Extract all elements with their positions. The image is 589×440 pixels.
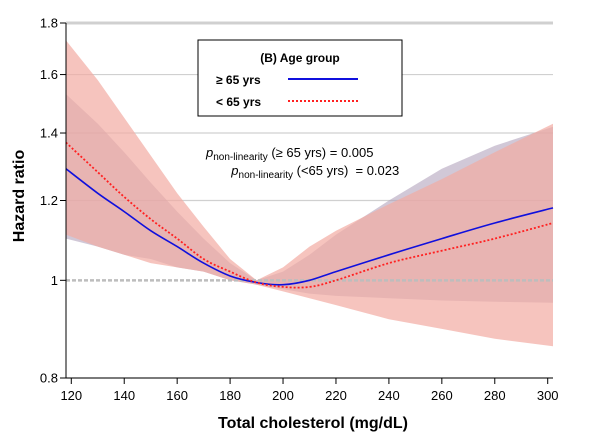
legend: (B) Age group ≥ 65 yrs < 65 yrs [197, 39, 403, 117]
x-tick-label: 160 [166, 388, 188, 403]
p-value-lt65: pnon-linearity (<65 yrs) = 0.023 [206, 163, 417, 181]
y-tick-label: 1.4 [40, 126, 58, 141]
legend-label-lt65: < 65 yrs [216, 95, 261, 109]
legend-title: (B) Age group [260, 51, 340, 65]
y-ticks: 0.8 1 1.2 1.4 1.6 1.8 [40, 16, 66, 386]
series-line-ge65 [65, 168, 554, 286]
p-value-text: (<65 yrs) = 0.023 [293, 163, 399, 178]
confidence-band-lt65 [66, 40, 553, 347]
x-tick-label: 240 [378, 388, 400, 403]
y-axis-title: Hazard ratio [11, 150, 28, 243]
p-subscript: non-linearity [239, 170, 293, 181]
p-value-ge65: pnon-linearity (≥ 65 yrs) = 0.005 [205, 145, 373, 163]
x-tick-label: 280 [484, 388, 506, 403]
p-symbol: p [205, 145, 213, 160]
series-lines [65, 141, 554, 289]
x-tick-label: 260 [431, 388, 453, 403]
annotations: pnon-linearity (≥ 65 yrs) = 0.005 pnon-l… [205, 145, 417, 181]
p-symbol: p [230, 163, 238, 178]
y-tick-label: 1 [51, 273, 58, 288]
x-tick-label: 120 [60, 388, 82, 403]
p-value-text: (≥ 65 yrs) = 0.005 [268, 145, 374, 160]
x-ticks: 120 140 160 180 200 220 240 260 280 300 [60, 378, 559, 403]
x-tick-label: 140 [113, 388, 135, 403]
x-tick-label: 180 [219, 388, 241, 403]
series-line-lt65 [65, 141, 554, 289]
p-subscript: non-linearity [213, 152, 267, 163]
y-tick-label: 1.2 [40, 193, 58, 208]
legend-label-ge65: ≥ 65 yrs [216, 73, 261, 87]
x-tick-label: 200 [272, 388, 294, 403]
confidence-bands [66, 40, 553, 347]
y-tick-label: 1.6 [40, 67, 58, 82]
x-axis-title: Total cholesterol (mg/dL) [218, 415, 408, 432]
x-tick-label: 220 [325, 388, 347, 403]
x-tick-label: 300 [537, 388, 559, 403]
y-tick-label: 0.8 [40, 371, 58, 386]
y-tick-label: 1.8 [40, 16, 58, 31]
